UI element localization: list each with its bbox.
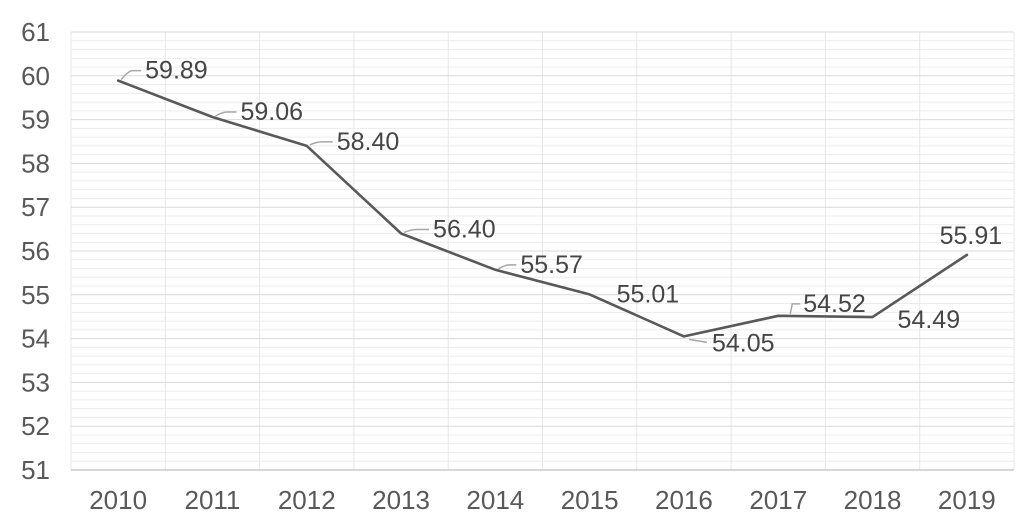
label-leader-line (309, 141, 333, 146)
label-leader-line (403, 228, 430, 234)
x-axis-tick-label: 2011 (184, 485, 240, 515)
data-point-label: 59.06 (240, 98, 303, 126)
label-leader-line (215, 111, 237, 117)
data-point-label: 58.40 (337, 128, 400, 156)
x-axis-tick-label: 2014 (466, 485, 524, 515)
label-leader-line (120, 69, 142, 81)
data-point-label: 55.01 (617, 280, 680, 308)
data-point-label: 55.91 (940, 222, 1003, 250)
series-line (116, 79, 969, 338)
y-axis-tick-label: 55 (21, 280, 50, 310)
label-leader-line (789, 303, 801, 314)
y-axis-tick-label: 56 (21, 236, 50, 266)
x-axis-tick-label: 2017 (749, 485, 807, 515)
x-axis-tick-label: 2012 (278, 485, 336, 515)
label-leader-lines (120, 69, 801, 344)
y-axis-tick-label: 57 (21, 192, 50, 222)
data-point-label: 54.49 (898, 306, 961, 334)
y-axis-tick-labels: 51 52 53 54 55 56 57 58 59 60 61 (21, 17, 50, 485)
y-axis-tick-label: 59 (21, 105, 50, 135)
y-axis-tick-label: 58 (21, 148, 50, 178)
x-axis-tick-label: 2013 (372, 485, 430, 515)
data-point-label: 56.40 (433, 215, 496, 243)
data-point-labels: 59.89 59.06 58.40 56.40 55.57 55.01 54.05 54.52… (145, 57, 1002, 358)
label-leader-line (688, 338, 708, 344)
horizontal-major-gridlines (71, 31, 1014, 471)
y-axis-tick-label: 60 (21, 61, 50, 91)
x-axis-tick-labels: 2010 2011 2012 2013 2014 2015 2016 2017 2018 2019 (89, 485, 996, 515)
x-axis-tick-label: 2016 (655, 485, 713, 515)
y-axis-tick-label: 61 (21, 17, 50, 47)
data-point-label: 54.05 (712, 329, 775, 357)
data-point-label: 59.89 (145, 57, 208, 85)
x-axis-tick-label: 2010 (89, 485, 147, 515)
x-axis-tick-label: 2018 (844, 485, 902, 515)
y-axis-tick-label: 53 (21, 367, 50, 397)
y-axis-tick-label: 52 (21, 411, 50, 441)
y-axis-tick-label: 51 (21, 455, 50, 485)
data-point-label: 54.52 (803, 290, 866, 318)
x-axis-tick-label: 2019 (938, 485, 996, 515)
x-axis-tick-label: 2015 (561, 485, 619, 515)
y-axis-tick-label: 54 (21, 324, 50, 354)
data-point-label: 55.57 (520, 251, 583, 279)
label-leader-line (497, 264, 517, 270)
